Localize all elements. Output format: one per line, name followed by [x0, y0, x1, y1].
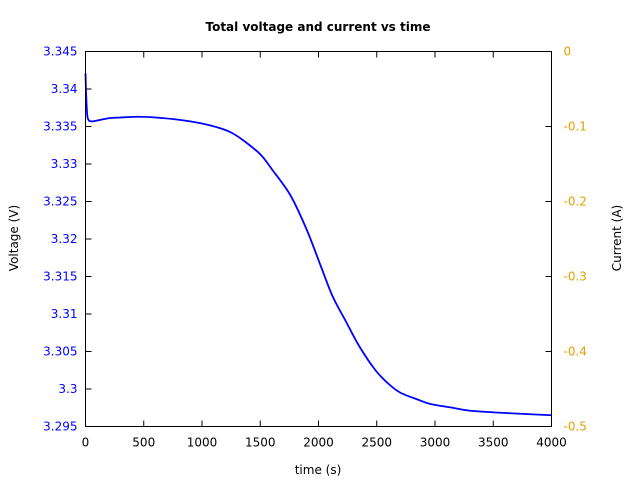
x-tick-label: 1000: [187, 436, 218, 450]
x-tick-label: 3000: [420, 436, 451, 450]
x-tick-label: 3500: [478, 436, 509, 450]
y2-axis-label: Current (A): [610, 205, 624, 271]
x-tick-label: 2500: [361, 436, 392, 450]
x-axis-label: time (s): [295, 463, 342, 477]
x-tick-label: 500: [132, 436, 155, 450]
y2-tick-label: -0.3: [564, 270, 587, 284]
y-tick-label: 3.305: [43, 345, 77, 359]
x-tick-label: 4000: [536, 436, 567, 450]
x-tick-label: 1500: [245, 436, 276, 450]
y-tick-label: 3.325: [43, 195, 77, 209]
y2-tick-label: -0.4: [564, 345, 587, 359]
y-tick-label: 3.295: [43, 420, 77, 434]
x-tick-label: 0: [82, 436, 90, 450]
plot-frame: [85, 51, 552, 427]
y-tick-label: 3.31: [51, 307, 78, 321]
y-tick-label: 3.315: [43, 270, 77, 284]
chart-title: Total voltage and current vs time: [205, 20, 430, 34]
series-line-voltage: [84, 73, 552, 417]
y2-tick-label: -0.1: [564, 120, 587, 134]
y-tick-label: 3.32: [51, 232, 78, 246]
y-axis-label: Voltage (V): [7, 205, 21, 271]
y2-tick-label: -0.5: [564, 420, 587, 434]
y-tick-label: 3.34: [51, 82, 78, 96]
y2-tick-label: -0.2: [564, 195, 587, 209]
y2-tick-label: 0: [564, 45, 572, 59]
y-tick-label: 3.33: [51, 157, 78, 171]
y-tick-label: 3.3: [58, 382, 77, 396]
y-tick-label: 3.345: [43, 45, 77, 59]
y-tick-label: 3.335: [43, 120, 77, 134]
x-tick-label: 2000: [303, 436, 334, 450]
